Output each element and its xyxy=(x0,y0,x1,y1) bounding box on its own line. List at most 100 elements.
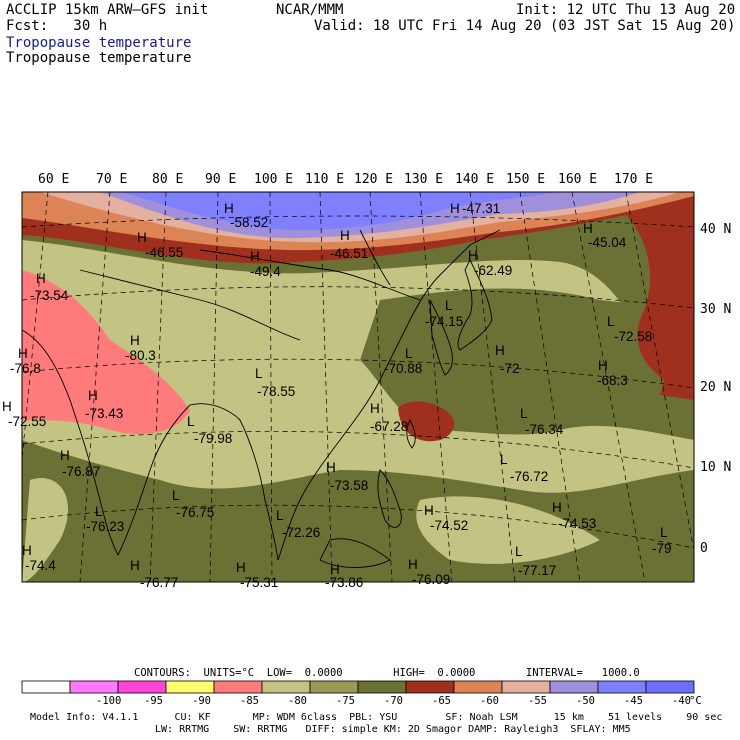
lat-label: 40 N xyxy=(700,222,732,237)
map-symbol: H xyxy=(330,562,340,577)
legend-tick-label: -95 xyxy=(144,695,163,707)
map-symbol: L xyxy=(255,366,263,381)
borneo-coast xyxy=(319,538,391,568)
korea-coast xyxy=(429,299,453,376)
model-title: ACCLIP 15km ARW–GFS init xyxy=(6,2,209,18)
legend-colorbar xyxy=(21,680,695,694)
map-symbol: H xyxy=(88,388,98,403)
map-value: -70.88 xyxy=(384,361,422,376)
map-symbol: L xyxy=(660,525,668,540)
map-value: -58.52 xyxy=(230,215,268,230)
extrema-labels: H -58.52 H -47.31 H -46.55 H -46.51 H -4… xyxy=(2,201,672,590)
fill-pink-west xyxy=(22,270,190,434)
legend-swatch xyxy=(309,680,359,694)
map-value: -45.04 xyxy=(588,235,627,250)
map-symbol: L xyxy=(520,406,528,421)
lon-label: 140 E xyxy=(455,172,495,187)
map-symbol: H xyxy=(2,399,12,414)
map-value: -76.8 xyxy=(10,361,41,376)
fill-light-olive-patch xyxy=(22,478,69,582)
graticule-lon-170 xyxy=(625,192,694,553)
graticule-lat-40 xyxy=(22,215,694,228)
map-value: -73.58 xyxy=(330,478,368,493)
map-symbol: H xyxy=(424,503,434,518)
map-value: -74.53 xyxy=(558,516,596,531)
init-time: Init: 12 UTC Thu 13 Aug 20 xyxy=(516,2,736,18)
border-line xyxy=(199,249,421,301)
lon-label: 60 E xyxy=(38,172,70,187)
lon-label: 170 E xyxy=(614,172,654,187)
fill-dark-olive-east xyxy=(360,288,694,440)
legend-swatch xyxy=(405,680,455,694)
map-value: -76.34 xyxy=(525,422,564,437)
map-symbol: H xyxy=(236,560,246,575)
map-value: -75.31 xyxy=(240,575,278,590)
map-symbol: H xyxy=(137,230,147,245)
lon-label: 100 E xyxy=(254,172,294,187)
map-symbol: H xyxy=(598,358,608,373)
japan-coast xyxy=(457,258,493,351)
map-symbol: L xyxy=(500,452,508,467)
lon-label: 70 E xyxy=(96,172,128,187)
map-value: -76.87 xyxy=(62,464,100,479)
fill-blue xyxy=(120,192,560,230)
map-value: -78.55 xyxy=(257,384,295,399)
map-value: -74.52 xyxy=(430,518,468,533)
map-symbol: L xyxy=(607,314,615,329)
graticule-lat-0 xyxy=(22,504,694,549)
map-symbol: L xyxy=(445,298,453,313)
map-value: -74.4 xyxy=(25,558,56,573)
lat-label: 0 xyxy=(700,541,708,556)
map-value: -76.23 xyxy=(86,519,124,534)
legend-swatch xyxy=(261,680,311,694)
map-symbol: H xyxy=(250,249,260,264)
map-symbol: L xyxy=(276,508,284,523)
graticule-lon-110 xyxy=(319,192,333,582)
legend-swatch xyxy=(69,680,119,694)
map-symbol: H xyxy=(340,228,350,243)
map-value: -46.55 xyxy=(145,245,183,260)
map-value: -72 xyxy=(500,361,520,376)
lon-label: 130 E xyxy=(404,172,444,187)
graticule-lon-70 xyxy=(79,192,111,582)
map-symbol: H xyxy=(60,448,70,463)
map-value: -73.86 xyxy=(325,575,363,590)
graticule-lat-30 xyxy=(22,286,694,309)
map-symbol: H xyxy=(450,201,460,216)
legend-tick-label: -90 xyxy=(192,695,211,707)
map-symbol: H xyxy=(495,343,505,358)
philippines-coast xyxy=(377,469,402,528)
field-subtitle: Tropopause temperature xyxy=(6,50,192,66)
graticule-lat-10 xyxy=(22,431,694,469)
legend-swatch xyxy=(213,680,263,694)
graticule-lon-150 xyxy=(519,192,581,582)
legend-tick-label: -55 xyxy=(528,695,547,707)
map-value: -67.28 xyxy=(370,419,408,434)
map-value: -68.3 xyxy=(597,373,628,388)
map-value: -76.77 xyxy=(140,575,178,590)
fill-light-olive-patch xyxy=(416,496,600,564)
map-value: -79.98 xyxy=(194,431,232,446)
graticule-lon-160 xyxy=(571,192,646,582)
map-symbol: H xyxy=(408,557,418,572)
map-symbol: H xyxy=(468,248,478,263)
legend-tick-label: -40 xyxy=(672,695,691,707)
valid-time: Valid: 18 UTC Fri 14 Aug 20 (03 JST Sat … xyxy=(314,18,736,34)
graticule-lat-20 xyxy=(22,358,694,389)
map-value: -79 xyxy=(652,541,672,556)
legend-swatch xyxy=(549,680,599,694)
map-value: -72.58 xyxy=(614,329,652,344)
lat-label: 20 N xyxy=(700,380,732,395)
legend-swatch xyxy=(645,680,695,694)
map-frame xyxy=(21,191,695,583)
taiwan-coast xyxy=(406,418,416,449)
border-line xyxy=(79,269,301,341)
lon-label: 110 E xyxy=(305,172,345,187)
map-value: -72.55 xyxy=(8,414,46,429)
legend-swatch xyxy=(117,680,167,694)
coastlines xyxy=(22,229,501,568)
legend-swatch xyxy=(597,680,647,694)
map-symbol: L xyxy=(187,414,195,429)
map-value: -62.49 xyxy=(474,263,512,278)
